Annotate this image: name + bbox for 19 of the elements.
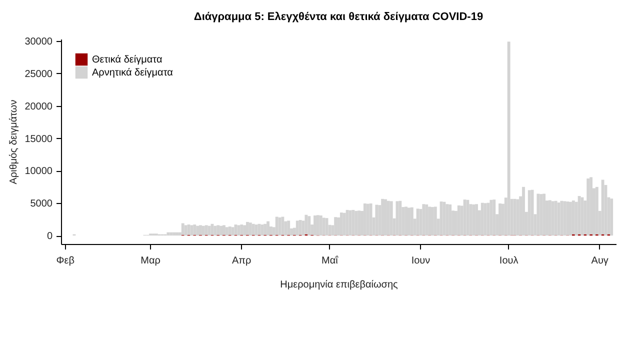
x-tick-label: Φεβ — [56, 256, 75, 266]
y-axis-title: Αριθμός δειγμάτων — [8, 100, 20, 184]
y-tick-label: 30000 — [24, 36, 53, 48]
x-tick-label: Μαΐ — [322, 256, 339, 266]
y-tick-label: 10000 — [24, 166, 53, 178]
y-tick-label: 15000 — [24, 134, 53, 145]
x-tick-label: Αυγ — [591, 256, 608, 266]
y-tick-label: 25000 — [24, 68, 53, 80]
y-tick-label: 5000 — [30, 198, 53, 210]
x-tick-label: Μαρ — [140, 256, 161, 266]
legend-label: Θετικά δείγματα — [92, 54, 162, 66]
y-tick-label: 20000 — [24, 101, 53, 112]
x-tick-label: Απρ — [232, 256, 252, 266]
x-tick-label: Ιουλ — [499, 256, 518, 266]
legend-label: Αρνητικά δείγματα — [92, 68, 174, 78]
x-tick-label: Ιουν — [411, 256, 430, 266]
y-tick-label: 0 — [46, 231, 53, 242]
chart-title: Διάγραμμα 5: Ελεγχθέντα και θετικά δείγματα COVID-19 — [194, 10, 484, 23]
x-axis-title: Ημερομηνία επιβεβαίωσης — [280, 280, 398, 290]
